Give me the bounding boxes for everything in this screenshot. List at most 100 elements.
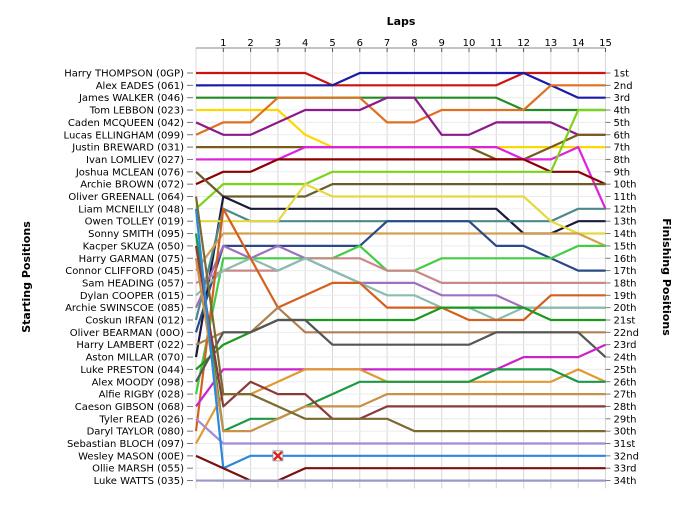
starting-driver-label: Dylan COOPER (015) xyxy=(80,291,184,302)
starting-driver-label: Oliver GREENALL (064) xyxy=(68,192,184,203)
driver-line xyxy=(195,158,606,186)
finishing-position-label: 10th xyxy=(614,180,637,191)
starting-driver-label: Luke WATTS (035) xyxy=(94,476,184,487)
driver-line xyxy=(194,207,606,432)
finishing-position-label: 24th xyxy=(614,353,637,364)
lap-tick-label: 8 xyxy=(411,38,417,49)
lap-tick-label: 15 xyxy=(599,38,612,49)
lap-tick-label: 11 xyxy=(490,38,503,49)
starting-driver-label: Lucas ELLINGHAM (099) xyxy=(64,130,185,141)
driver-line xyxy=(195,96,606,136)
driver-line xyxy=(195,417,606,445)
starting-driver-label: Kacper SKUZA (050) xyxy=(83,241,184,252)
starting-driver-label: Archie SWINSCOE (085) xyxy=(65,303,184,314)
driver-line xyxy=(195,257,606,322)
finishing-position-label: 8th xyxy=(614,155,631,166)
finishing-position-label: 26th xyxy=(614,377,637,388)
finishing-position-label: 29th xyxy=(614,414,637,425)
driver-line xyxy=(195,146,607,210)
finishing-position-label: 20th xyxy=(614,303,637,314)
lap-tick-label: 7 xyxy=(384,38,390,49)
finishing-position-label: 33rd xyxy=(614,464,637,475)
driver-line xyxy=(194,208,606,470)
starting-driver-label: Alfie RIGBY (028) xyxy=(99,390,184,401)
finishing-position-label: 25th xyxy=(614,365,637,376)
finishing-position-label: 19th xyxy=(614,291,637,302)
driver-line xyxy=(194,245,606,420)
finishing-position-label: 3rd xyxy=(614,93,631,104)
driver-line xyxy=(195,318,607,383)
starting-driver-label: Harry THOMPSON (0GP) xyxy=(64,69,184,80)
starting-driver-label: James WALKER (046) xyxy=(78,93,184,104)
driver-line xyxy=(194,207,606,321)
driver-line xyxy=(194,233,606,433)
finishing-position-label: 4th xyxy=(614,106,631,117)
y-axis-right-title: Finishing Positions xyxy=(660,218,673,336)
driver-line xyxy=(195,71,606,99)
starting-driver-label: Connor CLIFFORD (045) xyxy=(65,266,184,277)
starting-driver-label: Caeson GIBSON (068) xyxy=(75,402,184,413)
finishing-position-label: 23rd xyxy=(614,340,637,351)
starting-driver-label: Alex EADES (061) xyxy=(96,81,184,92)
lap-tick-label: 2 xyxy=(247,38,253,49)
driver-line xyxy=(195,306,606,371)
starting-position-labels: Harry THOMPSON (0GP)Alex EADES (061)Jame… xyxy=(64,69,193,487)
driver-line xyxy=(194,258,606,433)
y-axis-left-title: Starting Positions xyxy=(20,221,33,333)
grid-lines xyxy=(195,47,606,489)
finishing-position-label: 7th xyxy=(614,143,631,154)
lap-tick-label: 10 xyxy=(463,38,476,49)
driver-line xyxy=(195,306,606,346)
finishing-position-label: 11th xyxy=(614,192,637,203)
driver-line xyxy=(195,108,606,210)
finishing-position-label: 32nd xyxy=(614,451,639,462)
finishing-position-label: 27th xyxy=(614,390,637,401)
driver-line xyxy=(194,196,606,433)
finishing-position-label: 6th xyxy=(614,130,631,141)
starting-driver-label: Sonny SMITH (095) xyxy=(88,229,184,240)
starting-driver-label: Liam MCNEILLY (048) xyxy=(78,204,184,215)
lap-tick-label: 9 xyxy=(439,38,445,49)
finishing-position-label: 15th xyxy=(614,241,637,252)
starting-driver-label: Joshua MCLEAN (076) xyxy=(75,167,184,178)
driver-line xyxy=(194,220,606,333)
finishing-position-label: 9th xyxy=(614,167,631,178)
starting-driver-label: Harry LAMBERT (022) xyxy=(76,340,184,351)
finishing-position-label: 31st xyxy=(614,439,636,450)
driver-line xyxy=(195,257,606,284)
driver-line xyxy=(195,232,606,272)
lap-tick-label: 14 xyxy=(572,38,585,49)
driver-line xyxy=(196,96,606,112)
starting-driver-label: Daryl TAYLOR (080) xyxy=(87,427,185,438)
lap-ticks: 1 2 3 4 5 6 7 8 9 10 11 12 13 14 15 xyxy=(220,38,612,52)
starting-driver-label: Ollie MARSH (055) xyxy=(92,464,184,475)
driver-line xyxy=(196,183,606,235)
event-markers xyxy=(272,450,284,462)
finishing-position-label: 21st xyxy=(614,316,636,327)
driver-line xyxy=(195,343,606,408)
lap-tick-label: 12 xyxy=(517,38,530,49)
lap-tick-label: 5 xyxy=(329,38,335,49)
starting-driver-label: Sebastian BLOCH (097) xyxy=(67,439,184,450)
driver-line xyxy=(195,170,606,198)
starting-driver-label: Harry GARMAN (075) xyxy=(79,254,184,265)
finishing-position-label: 28th xyxy=(614,402,637,413)
starting-driver-label: Tom LEBBON (023) xyxy=(89,106,184,117)
finishing-position-label: 13th xyxy=(614,217,637,228)
starting-driver-label: Alex MOODY (098) xyxy=(92,377,184,388)
finishing-position-label: 2nd xyxy=(614,81,633,92)
starting-driver-label: Sam HEADING (057) xyxy=(82,278,184,289)
finishing-position-label: 34th xyxy=(614,476,637,487)
retired-marker-icon xyxy=(272,450,284,462)
starting-driver-label: Aston MILLAR (070) xyxy=(86,353,185,364)
finishing-position-label: 16th xyxy=(614,254,637,265)
lap-tick-label: 1 xyxy=(220,38,226,49)
lap-tick-label: 13 xyxy=(545,38,558,49)
finishing-position-label: 1st xyxy=(614,69,630,80)
finishing-position-label: 22nd xyxy=(614,328,639,339)
lap-tick-label: 6 xyxy=(357,38,363,49)
finishing-position-label: 18th xyxy=(614,278,637,289)
starting-driver-label: Tyler READ (026) xyxy=(98,414,184,425)
starting-driver-label: Ivan LOMLIEV (027) xyxy=(86,155,184,166)
